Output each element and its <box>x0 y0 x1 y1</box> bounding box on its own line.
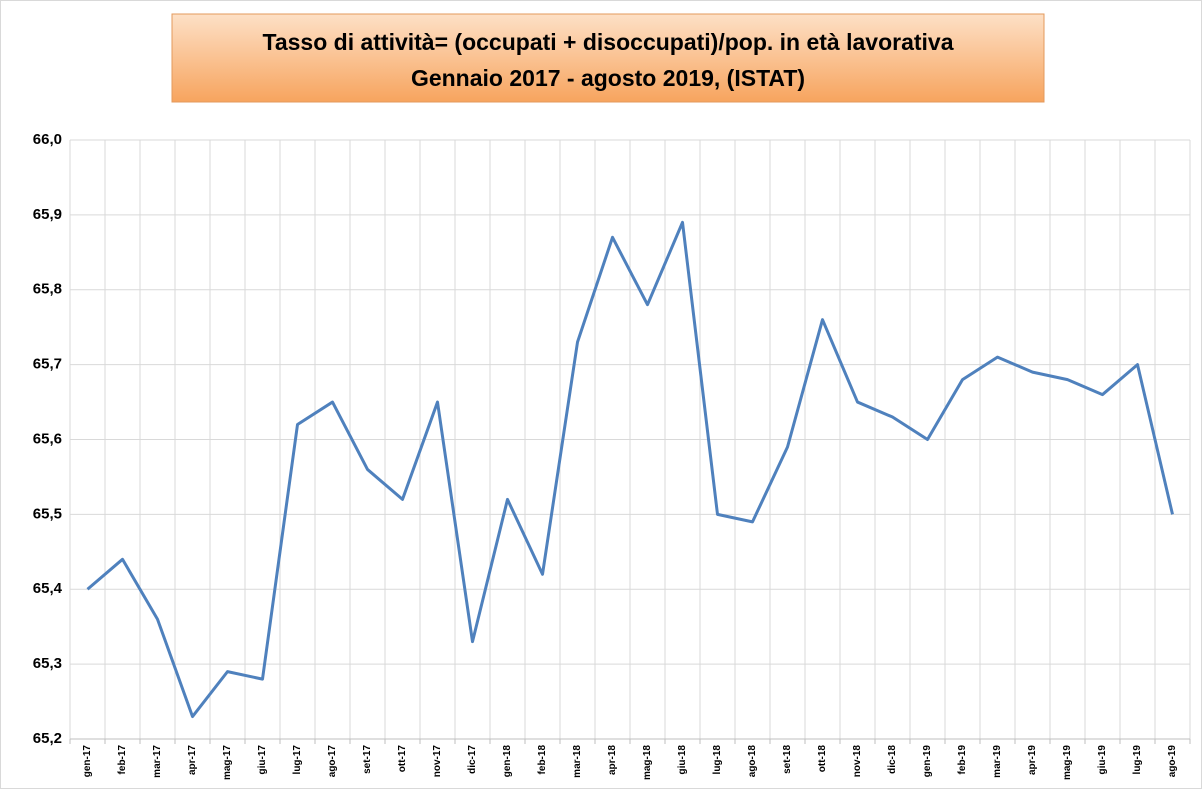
chart-subtitle: Gennaio 2017 - agosto 2019, (ISTAT) <box>411 65 805 91</box>
y-tick-label: 65,6 <box>33 430 62 447</box>
x-tick-label: dic-17 <box>467 745 478 774</box>
x-tick-label: apr-19 <box>1027 745 1038 775</box>
x-tick-label: mag-18 <box>642 745 653 780</box>
y-tick-label: 65,8 <box>33 281 62 298</box>
x-tick-label: mar-17 <box>152 745 163 778</box>
x-tick-label: set-18 <box>782 745 793 774</box>
x-tick-label: apr-18 <box>607 745 618 775</box>
y-tick-label: 65,7 <box>33 356 62 373</box>
x-tick-label: dic-18 <box>887 745 898 774</box>
x-tick-label: mag-17 <box>222 745 233 780</box>
y-tick-label: 66,0 <box>33 131 62 148</box>
y-tick-label: 65,4 <box>33 580 63 597</box>
x-tick-label: set-17 <box>362 745 373 774</box>
y-tick-label: 65,9 <box>33 206 62 223</box>
x-tick-label: giu-18 <box>677 745 688 775</box>
y-tick-label: 65,2 <box>33 730 62 747</box>
x-tick-label: feb-17 <box>117 745 128 775</box>
x-tick-label: ott-18 <box>817 745 828 773</box>
x-tick-label: gen-18 <box>502 745 513 778</box>
x-tick-label: mar-19 <box>992 745 1003 778</box>
x-tick-label: giu-17 <box>257 745 268 775</box>
title-box <box>171 13 1045 103</box>
x-tick-label: feb-18 <box>537 745 548 775</box>
chart-title: Tasso di attività= (occupati + disoccupa… <box>262 29 953 55</box>
x-tick-label: ago-17 <box>327 745 338 778</box>
x-tick-label: nov-18 <box>852 745 863 778</box>
x-tick-label: giu-19 <box>1097 745 1108 775</box>
x-tick-label: nov-17 <box>432 745 443 778</box>
x-tick-label: lug-17 <box>292 745 303 775</box>
x-tick-label: gen-19 <box>922 745 933 778</box>
x-tick-label: ago-19 <box>1167 745 1178 778</box>
x-tick-label: lug-19 <box>1132 745 1143 775</box>
x-tick-label: ago-18 <box>747 745 758 778</box>
y-tick-label: 65,3 <box>33 655 62 672</box>
x-tick-label: apr-17 <box>187 745 198 775</box>
x-tick-label: lug-18 <box>712 745 723 775</box>
line-series <box>86 220 1174 719</box>
y-tick-label: 65,5 <box>33 505 62 522</box>
x-tick-label: ott-17 <box>397 745 408 773</box>
x-tick-label: mar-18 <box>572 745 583 778</box>
x-tick-label: mag-19 <box>1062 745 1073 780</box>
x-tick-label: gen-17 <box>82 745 93 778</box>
x-tick-label: feb-19 <box>957 745 968 775</box>
